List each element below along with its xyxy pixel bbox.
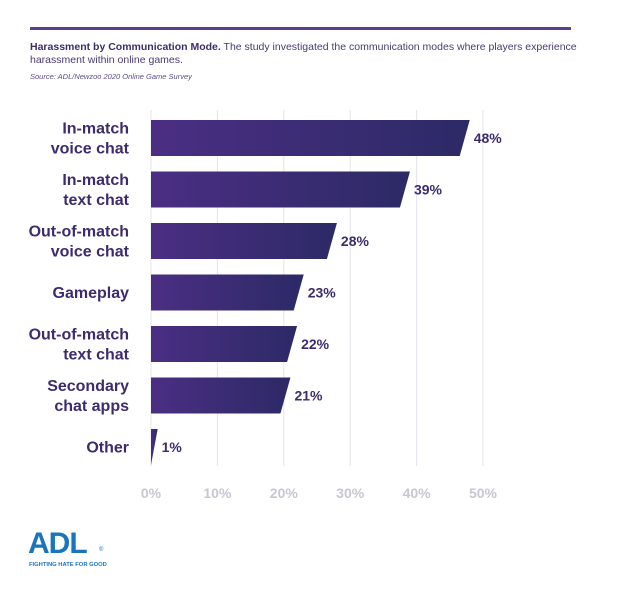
logo-word: ADL — [28, 527, 88, 560]
x-tick-label: 0% — [141, 485, 162, 501]
data-label: 21% — [294, 388, 323, 404]
logo-registered: ® — [99, 547, 104, 553]
heading-rest: The study investigated the communication… — [30, 41, 577, 66]
logo-tagline: FIGHTING HATE FOR GOOD — [29, 562, 107, 568]
category-label: In-match text chat — [62, 172, 129, 209]
bar — [151, 429, 158, 465]
bar — [151, 171, 410, 208]
category-label: Out-of-match voice chat — [29, 224, 130, 261]
data-label: 28% — [341, 233, 370, 249]
bar — [151, 377, 291, 414]
bar — [151, 223, 337, 259]
category-label: Out-of-match text chat — [29, 327, 130, 364]
bar — [151, 120, 470, 156]
data-label: 1% — [162, 439, 183, 455]
x-tick-label: 30% — [336, 485, 365, 501]
label-layer: 48% In-match voice chat 39% In-match text cha… — [29, 121, 503, 457]
data-label: 22% — [301, 336, 330, 352]
bar — [151, 326, 298, 362]
adl-logo: ADL ® FIGHTING HATE FOR GOOD — [28, 527, 108, 575]
category-label: Other — [86, 440, 129, 457]
bar-chart: 48% In-match voice chat 39% In-match text cha… — [29, 110, 503, 501]
tick-layer: 0% 10% 20% 30% 40% 50% — [141, 485, 498, 501]
category-label: Secondary chat apps — [47, 378, 129, 415]
data-label: 39% — [414, 182, 443, 198]
x-tick-label: 40% — [403, 485, 432, 501]
data-label: 48% — [474, 130, 503, 146]
x-tick-label: 10% — [203, 485, 232, 501]
category-label: In-match voice chat — [51, 121, 130, 158]
chart-source: Source: ADL/Newzoo 2020 Online Game Surv… — [30, 72, 192, 81]
bar-layer — [151, 120, 470, 465]
x-tick-label: 20% — [270, 485, 299, 501]
bar — [151, 274, 304, 311]
heading-bold: Harassment by Communication Mode. — [30, 41, 221, 53]
top-rule — [30, 27, 571, 30]
category-label: Gameplay — [53, 285, 130, 302]
chart-heading: Harassment by Communication Mode. The st… — [30, 41, 590, 67]
data-label: 23% — [308, 285, 337, 301]
x-tick-label: 50% — [469, 485, 498, 501]
